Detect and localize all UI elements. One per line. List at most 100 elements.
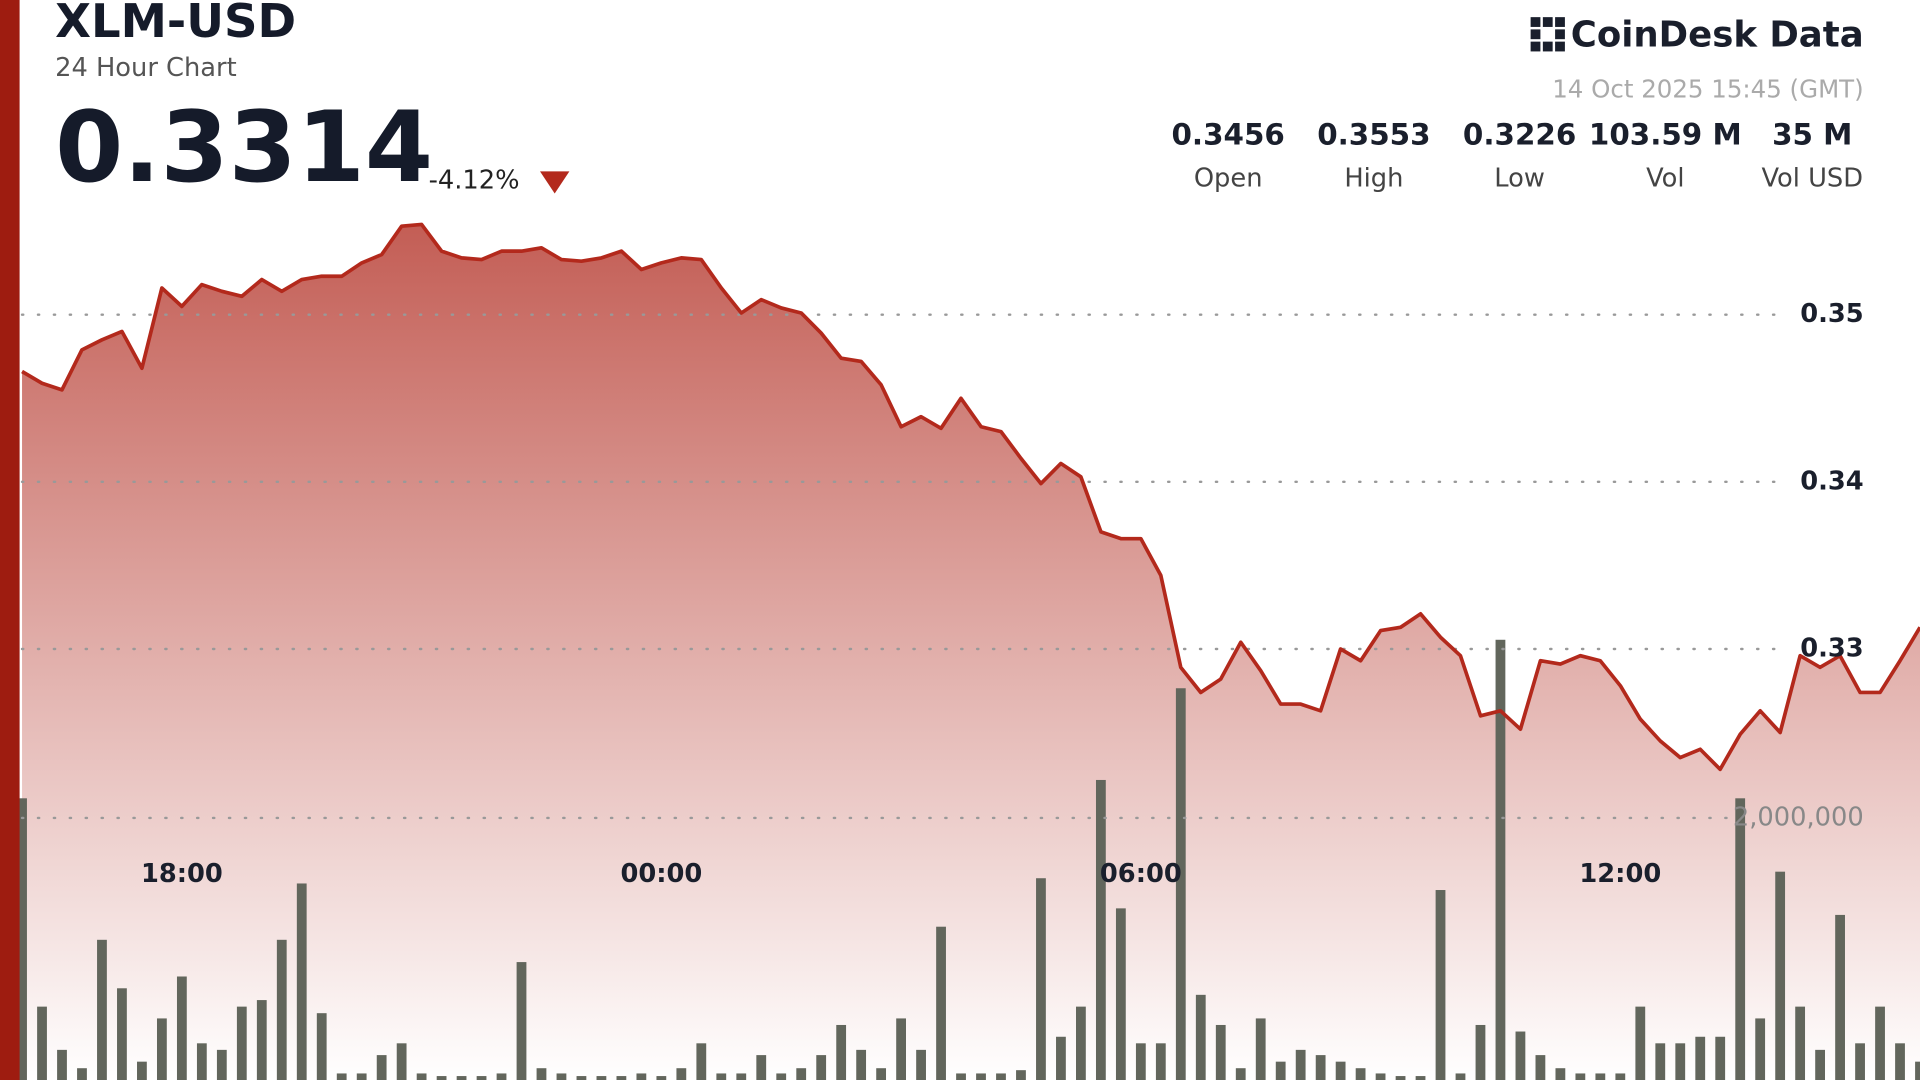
price-area <box>22 224 1920 1080</box>
volume-bar <box>1915 1061 1920 1080</box>
x-tick-label: 06:00 <box>1100 859 1182 889</box>
volume-bar <box>137 1061 147 1080</box>
price: 0.3314 <box>55 91 433 205</box>
plot-area: 0.33 0.34 0.35 2,000,000 18:00 00:00 06:00 12:0… <box>17 222 1920 1080</box>
volume-bar <box>416 1073 427 1080</box>
volume-bar <box>756 1055 767 1080</box>
volume-bar <box>396 1043 407 1080</box>
volume-bar <box>1815 1049 1826 1080</box>
volume-bar <box>1195 994 1206 1080</box>
volume-bar <box>696 1043 707 1080</box>
volume-bar <box>256 1000 267 1080</box>
stat-label: Low <box>1494 163 1545 193</box>
volume-bar <box>17 798 27 1080</box>
volume-bar <box>1375 1073 1386 1080</box>
volume-bar <box>1275 1061 1286 1080</box>
down-arrow <box>540 171 570 194</box>
volume-bar <box>516 962 527 1080</box>
volume-bar <box>896 1018 906 1080</box>
volume-bar <box>876 1068 887 1080</box>
volume-bar <box>1335 1061 1346 1080</box>
volume-bar <box>996 1073 1006 1080</box>
volume-bar <box>736 1073 747 1080</box>
volume-bar <box>276 939 287 1080</box>
volume-bar <box>316 1013 327 1080</box>
volume-bar <box>37 1006 47 1080</box>
change: -4.12% <box>429 166 520 196</box>
y-tick-label: 0.34 <box>1800 466 1863 496</box>
volume-bar <box>1036 878 1046 1080</box>
volume-bar <box>1755 1018 1766 1080</box>
volume-bar <box>836 1024 847 1080</box>
volume-bar <box>1115 908 1126 1080</box>
volume-bar <box>1735 798 1746 1080</box>
volume-bar <box>1835 914 1845 1080</box>
volume-bar <box>656 1076 667 1080</box>
volume-bar <box>1395 1076 1406 1080</box>
volume-bar <box>856 1049 867 1080</box>
volume-bar <box>1095 779 1106 1080</box>
volume-bar <box>1255 1018 1266 1080</box>
volume-bar <box>536 1068 547 1080</box>
stat-label: High <box>1344 163 1403 193</box>
volume-bar <box>156 1018 167 1080</box>
volume-bar <box>456 1076 467 1080</box>
volume-bar <box>1695 1036 1706 1080</box>
volume-bar <box>616 1076 627 1080</box>
pair-title: XLM-USD <box>55 0 296 48</box>
stat-value: 103.59 M <box>1589 117 1742 151</box>
y-tick-label: 0.33 <box>1800 633 1863 663</box>
volume-bar <box>496 1073 507 1080</box>
volume-bar <box>296 883 307 1080</box>
volume-bar <box>1775 871 1786 1080</box>
volume-bar <box>1675 1043 1686 1080</box>
volume-bar <box>176 976 187 1080</box>
volume-bar <box>1076 1006 1086 1080</box>
volume-bar <box>1855 1043 1865 1080</box>
volume-bar <box>1455 1073 1466 1080</box>
volume-bar <box>1135 1043 1146 1080</box>
stat-label: Open <box>1194 163 1263 193</box>
y2-tick-label: 2,000,000 <box>1733 802 1864 832</box>
volume-bar <box>1475 1024 1486 1080</box>
volume-bar <box>376 1055 387 1080</box>
volume-bar <box>97 939 107 1080</box>
brand-icon <box>1530 17 1565 52</box>
volume-bar <box>776 1073 787 1080</box>
x-tick-label: 12:00 <box>1579 859 1661 889</box>
volume-bar <box>1295 1049 1306 1080</box>
volume-bar <box>1215 1024 1226 1080</box>
stats: 0.3456 Open 0.3553 High 0.3226 Low 103.59 M Vol… <box>1171 117 1863 193</box>
stat-value: 0.3456 <box>1171 117 1284 151</box>
volume-bar <box>596 1076 607 1080</box>
x-tick-label: 00:00 <box>620 859 702 889</box>
brand: CoinDesk Data <box>1571 15 1864 56</box>
volume-bar <box>1056 1036 1066 1080</box>
volume-bar <box>216 1049 227 1080</box>
volume-bar <box>976 1073 986 1080</box>
volume-bar <box>636 1073 647 1080</box>
volume-bar <box>1495 639 1506 1080</box>
stat-label: Vol <box>1646 163 1684 193</box>
volume-bar <box>1016 1070 1026 1080</box>
volume-bar <box>196 1043 207 1080</box>
volume-bar <box>1175 688 1186 1080</box>
volume-bar <box>1895 1043 1905 1080</box>
volume-bar <box>716 1073 727 1080</box>
volume-bar <box>1555 1068 1566 1080</box>
stat-value: 0.3553 <box>1317 117 1430 151</box>
volume-bar <box>1595 1073 1606 1080</box>
volume-bar <box>57 1049 67 1080</box>
volume-bar <box>1315 1055 1326 1080</box>
volume-bar <box>436 1076 447 1080</box>
volume-bar <box>1355 1068 1366 1080</box>
volume-bar <box>816 1055 827 1080</box>
volume-bar <box>77 1068 87 1080</box>
volume-bar <box>1535 1055 1546 1080</box>
volume-bar <box>1715 1036 1726 1080</box>
volume-bar <box>556 1073 567 1080</box>
volume-bar <box>1415 1076 1426 1080</box>
volume-bar <box>1795 1006 1806 1080</box>
volume-bar <box>936 926 946 1080</box>
